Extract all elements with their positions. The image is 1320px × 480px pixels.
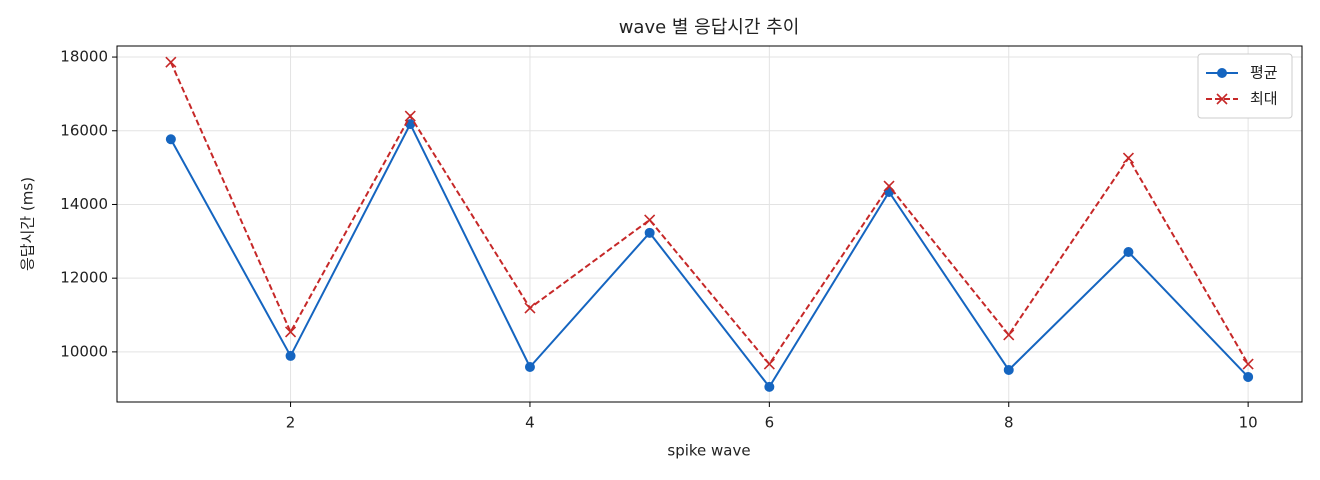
marker-stroke <box>644 214 656 226</box>
plot-frame <box>116 45 1303 403</box>
marker-stroke <box>763 358 775 370</box>
marker <box>883 180 895 192</box>
legend-box <box>1197 53 1293 119</box>
marker <box>1123 247 1134 258</box>
marker <box>165 56 177 68</box>
y-axis-label: 응답시간 (ms) <box>19 177 37 271</box>
y-tick-label: 12000 <box>60 269 108 287</box>
series-line <box>169 61 1250 366</box>
marker <box>524 302 536 314</box>
marker-stroke <box>404 110 416 122</box>
marker <box>1003 364 1014 375</box>
marker <box>1003 329 1015 341</box>
marker <box>763 358 775 370</box>
marker <box>524 361 535 372</box>
series-line <box>169 121 1249 389</box>
marker <box>404 110 416 122</box>
marker <box>764 381 775 392</box>
marker-stroke <box>524 302 536 314</box>
y-tick-label: 18000 <box>60 48 108 66</box>
marker <box>1122 152 1135 164</box>
marker <box>644 214 656 226</box>
marker <box>1242 358 1254 370</box>
marker <box>644 227 655 238</box>
chart-title: wave 별 응답시간 추이 <box>619 17 800 38</box>
marker <box>1216 93 1228 105</box>
marker-stroke <box>1003 329 1015 341</box>
marker-stroke <box>284 326 297 338</box>
x-tick-label: 4 <box>525 414 535 432</box>
x-tick-label: 2 <box>286 414 296 432</box>
marker-stroke <box>165 56 177 68</box>
marker-stroke <box>1122 152 1135 164</box>
marker <box>1217 68 1227 78</box>
y-tick-label: 10000 <box>60 342 108 360</box>
marker-stroke <box>1242 358 1254 370</box>
marker <box>165 134 176 145</box>
y-tick-label: 14000 <box>60 195 108 213</box>
y-tick-label: 16000 <box>60 121 108 139</box>
legend-label: 평균 <box>1250 64 1278 82</box>
x-tick-label: 6 <box>765 414 775 432</box>
marker <box>284 326 297 338</box>
marker <box>285 350 296 361</box>
marker <box>1243 371 1254 382</box>
x-axis-label: spike wave <box>667 442 750 460</box>
marker-stroke <box>883 180 895 192</box>
legend-label: 최대 <box>1250 90 1278 108</box>
x-tick-label: 10 <box>1239 414 1258 432</box>
x-tick-label: 8 <box>1004 414 1014 432</box>
marker-stroke <box>1216 93 1228 105</box>
